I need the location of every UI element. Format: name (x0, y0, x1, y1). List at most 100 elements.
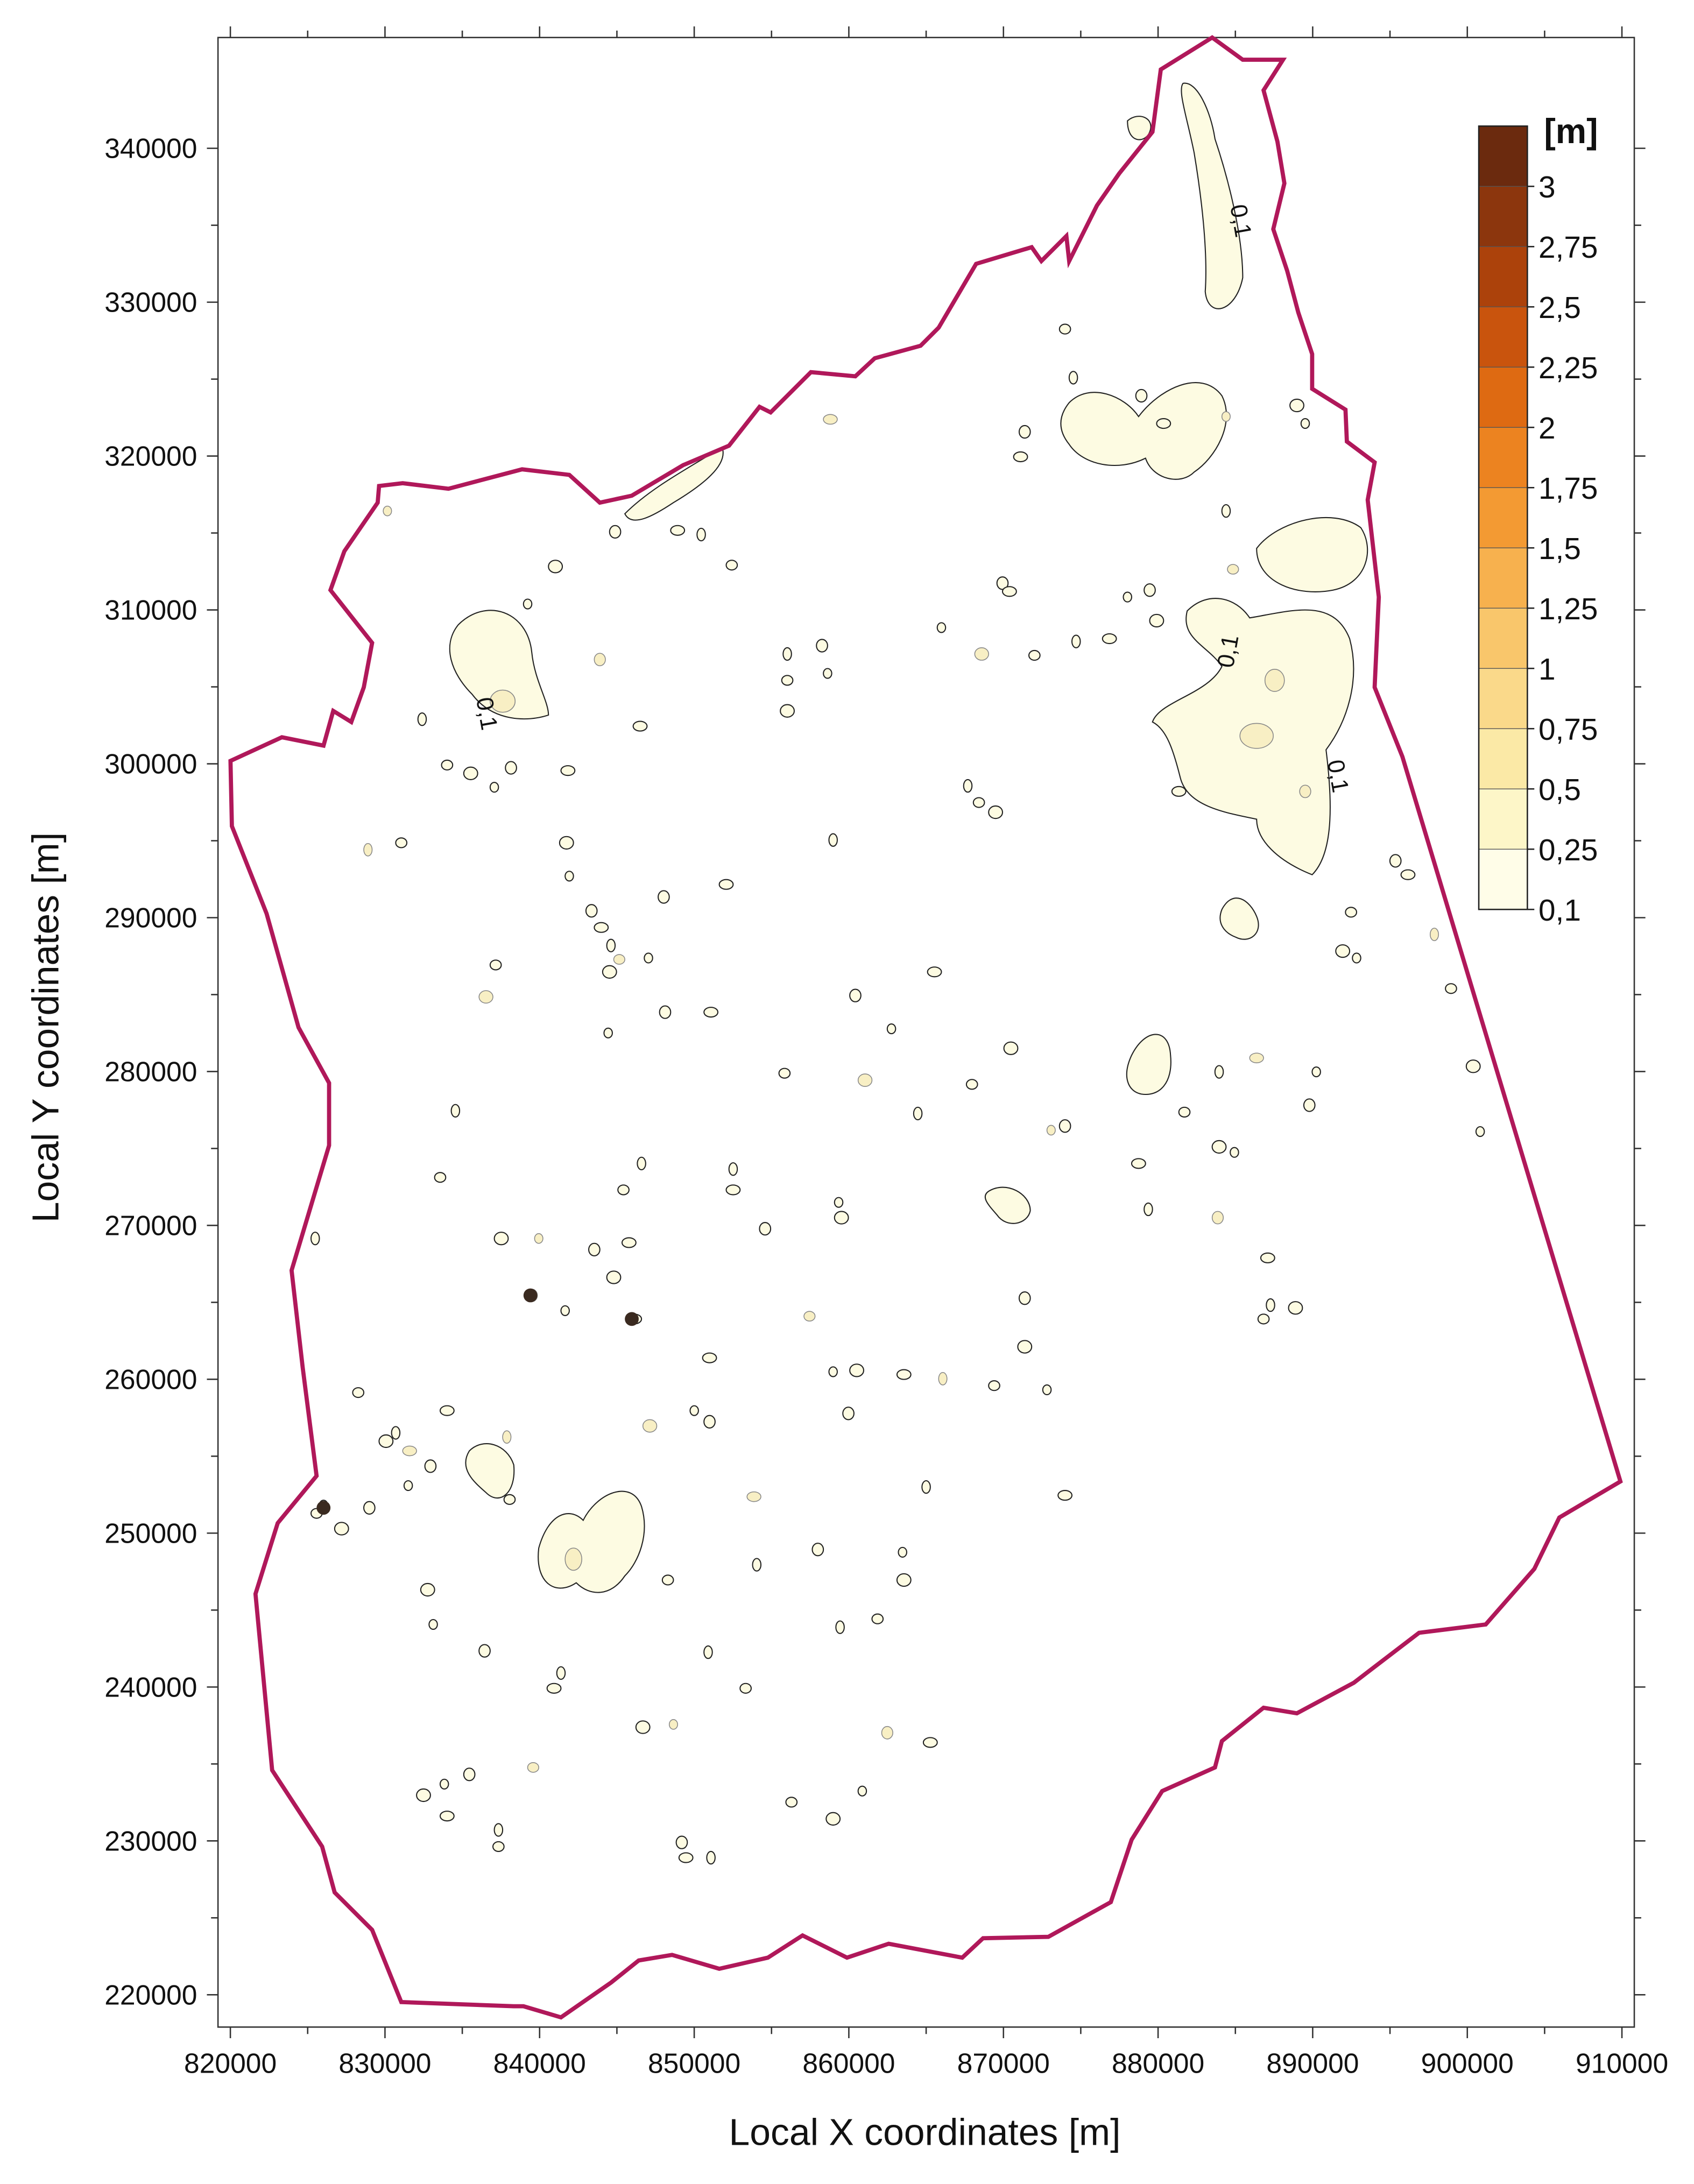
contour-spot (1465, 1059, 1481, 1073)
colorbar-segment (1478, 246, 1528, 307)
colorbar-label: 0,25 (1538, 833, 1598, 867)
contour-spot (896, 1573, 912, 1587)
contour-spot (1123, 591, 1132, 603)
x-tick-label: 850000 (648, 2048, 740, 2079)
contour-spot (661, 1574, 674, 1586)
contour-spot (857, 1785, 867, 1797)
contour-spot (434, 1172, 447, 1183)
colorbar-segment (1478, 125, 1528, 187)
contour-spot (871, 1613, 884, 1624)
contour-spot (1288, 1301, 1303, 1315)
contour-spot (1001, 586, 1017, 597)
colorbar-segment (1478, 366, 1528, 428)
contour-spot (489, 782, 499, 793)
contour-patch (1060, 382, 1227, 480)
contour-spot (834, 1211, 849, 1225)
contour-spot (1046, 1125, 1056, 1136)
contour-spot (689, 1405, 699, 1416)
y-tick-label: 340000 (104, 133, 197, 164)
contour-spot (828, 833, 838, 847)
contour-patch (465, 1443, 515, 1499)
contour-spot (1156, 418, 1171, 429)
contour-spot (644, 952, 653, 964)
contour-spot (678, 1852, 694, 1863)
contour-spot (352, 1387, 365, 1398)
contour-spot (825, 1812, 841, 1826)
x-tick-label: 900000 (1421, 2048, 1514, 2079)
contour-spot (668, 1719, 678, 1730)
contour-spot (936, 622, 947, 633)
contour-spot (782, 647, 792, 661)
contour-spot (478, 1644, 491, 1658)
contour-spot (658, 890, 670, 904)
contour-spot (1058, 323, 1071, 335)
contour-spot (502, 1430, 512, 1444)
contour-spot (1003, 1041, 1019, 1055)
contour-spot (534, 1233, 544, 1244)
contour-spot (1018, 425, 1031, 439)
contour-spot (780, 704, 795, 718)
contour-spot (417, 712, 427, 726)
contour-spot (560, 1305, 570, 1316)
contour-spot (310, 1232, 320, 1246)
colorbar-title: [m] (1544, 112, 1598, 151)
contour-patch (490, 689, 516, 713)
plot-frame (217, 37, 1635, 2028)
contour-spot (505, 761, 517, 775)
contour-spot (1017, 1340, 1033, 1354)
colorbar-segment (1478, 668, 1528, 729)
contour-spot (703, 1415, 716, 1429)
colorbar-label: 1,75 (1538, 472, 1598, 506)
contour-spot (621, 1237, 637, 1248)
contour-spot (785, 1797, 798, 1808)
contour-spot (363, 843, 373, 857)
contour-spot (556, 1666, 566, 1680)
contour-spot (988, 1380, 1000, 1391)
contour-spot (334, 1522, 349, 1536)
contour-spot (606, 938, 616, 952)
contour-spot (1429, 928, 1439, 942)
contour-spot (617, 1184, 630, 1196)
x-tick-label: 830000 (338, 2048, 431, 2079)
contour-spot (441, 759, 454, 771)
contour-spot (463, 766, 478, 780)
contour-spot (585, 904, 598, 918)
colorbar-frame (1478, 125, 1528, 910)
contour-spot (635, 1720, 651, 1734)
x-tick-label: 910000 (1576, 2048, 1668, 2079)
contour-patch (1239, 723, 1274, 749)
contour-spot (602, 965, 617, 979)
colorbar-segment (1478, 607, 1528, 669)
contour-spot (637, 1156, 646, 1171)
contour-spot (523, 1288, 538, 1303)
contour-spot (778, 1068, 791, 1079)
y-tick-label: 290000 (104, 902, 197, 934)
contour-spot (383, 505, 392, 517)
contour-spot (1389, 854, 1402, 868)
contour-spot (759, 1222, 772, 1236)
contour-label: 0,1 (1322, 758, 1354, 795)
colorbar-segment (1478, 427, 1528, 488)
y-tick-label: 220000 (104, 1979, 197, 2010)
colorbar-label: 1,25 (1538, 592, 1598, 626)
contour-spot (1445, 983, 1457, 994)
contour-spot (1227, 564, 1239, 575)
contour-spot (1058, 1119, 1071, 1133)
contour-spots (310, 323, 1485, 1865)
contour-spot (439, 1811, 455, 1822)
contour-spot (1171, 786, 1187, 797)
contour-spot (834, 1197, 844, 1208)
y-tick-label: 230000 (104, 1825, 197, 1856)
contour-spot (527, 1762, 539, 1773)
contour-spot (1221, 504, 1231, 518)
contour-spot (921, 1480, 931, 1494)
contour-spot (898, 1546, 907, 1558)
x-tick-label: 860000 (802, 2048, 895, 2079)
contour-patches (449, 82, 1368, 1593)
contour-patch (538, 1490, 645, 1593)
contour-spot (492, 1841, 505, 1852)
contour-spot (403, 1480, 413, 1492)
contour-spot (816, 639, 828, 653)
contour-spot (416, 1788, 431, 1803)
